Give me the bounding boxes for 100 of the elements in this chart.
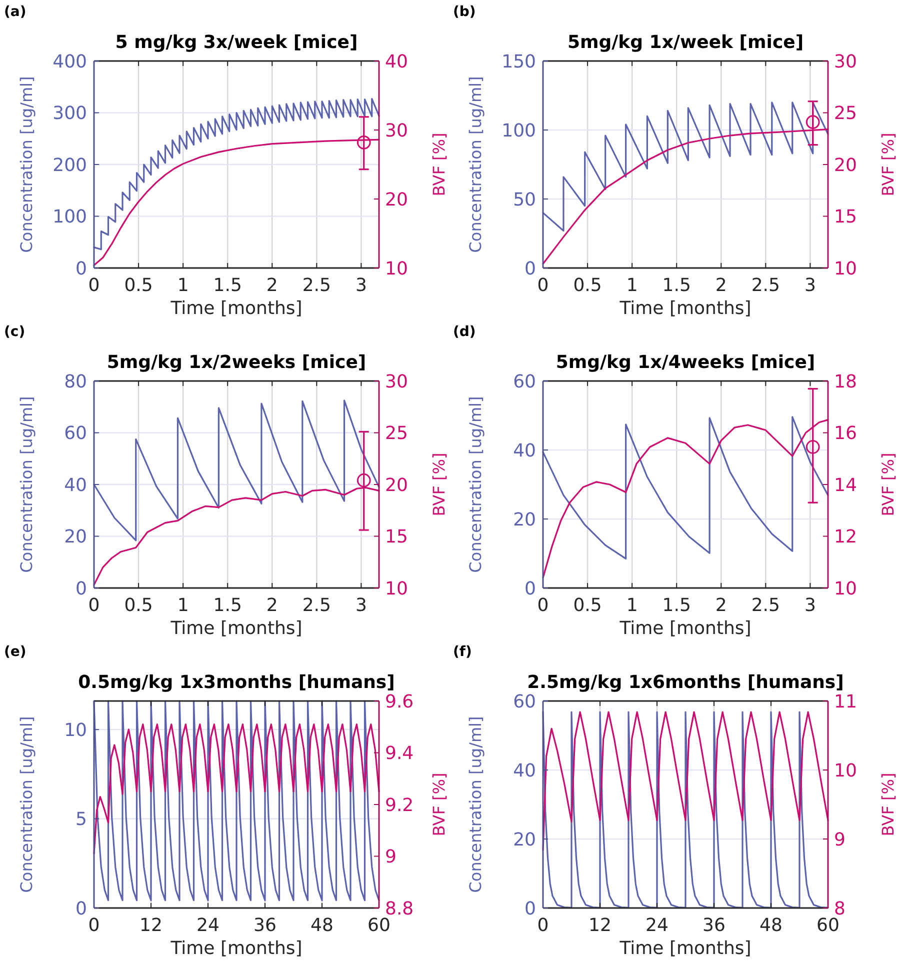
y2-tick-label: 20 xyxy=(834,154,857,176)
y2-tick-label: 10 xyxy=(385,258,408,280)
x-tick-label: 1.5 xyxy=(662,275,691,296)
x-tick-label: 12 xyxy=(588,915,612,936)
y2-tick-label: 11 xyxy=(834,691,857,712)
y-tick-label: 20 xyxy=(513,509,536,530)
y-tick-label: 10 xyxy=(64,720,87,741)
x-tick-label: 2.5 xyxy=(751,595,780,616)
chart-title: 2.5mg/kg 1x6months [humans] xyxy=(527,672,844,693)
y2-axis-title: BVF [%] xyxy=(878,132,898,196)
y-tick-label: 0 xyxy=(76,258,87,280)
y2-tick-label: 9.4 xyxy=(385,743,414,764)
x-tick-label: 3 xyxy=(355,275,367,296)
y2-tick-label: 15 xyxy=(834,206,857,228)
x-tick-label: 1 xyxy=(626,275,638,296)
x-tick-label: 2 xyxy=(266,595,278,616)
x-tick-label: 3 xyxy=(804,275,816,296)
x-tick-label: 3 xyxy=(355,595,367,616)
y-tick-label: 5 xyxy=(76,809,87,830)
y2-axis-title: BVF [%] xyxy=(430,452,449,516)
x-tick-label: 0.5 xyxy=(124,595,153,616)
chart-title: 5mg/kg 1x/4weeks [mice] xyxy=(556,352,816,373)
y-tick-label: 60 xyxy=(513,691,536,712)
text: (e) xyxy=(4,644,26,660)
y2-tick-label: 25 xyxy=(385,423,408,444)
y-tick-label: 20 xyxy=(64,526,87,548)
x-axis-title: Time [months] xyxy=(618,298,752,319)
x-tick-label: 1.5 xyxy=(213,595,242,616)
x-tick-label: 0.5 xyxy=(573,595,602,616)
x-tick-label: 24 xyxy=(646,915,668,936)
y-tick-label: 0 xyxy=(524,258,536,280)
y-tick-label: 400 xyxy=(52,51,87,72)
y-tick-label: 100 xyxy=(502,120,536,142)
y2-tick-label: 30 xyxy=(385,120,408,142)
y-tick-label: 40 xyxy=(64,474,87,496)
line-series xyxy=(93,700,380,902)
x-tick-label: 0.5 xyxy=(573,275,602,296)
x-tick-label: 48 xyxy=(760,915,782,936)
y-tick-label: 0 xyxy=(524,578,536,600)
x-tick-label: 12 xyxy=(140,915,162,936)
y2-axis-title: BVF [%] xyxy=(430,772,449,836)
y2-tick-label: 25 xyxy=(834,103,857,124)
y-axis-title: Concentration [ug/ml] xyxy=(466,716,485,893)
line-series xyxy=(542,711,829,908)
y-tick-label: 40 xyxy=(513,760,536,782)
line-series xyxy=(542,102,829,232)
x-tick-label: 1 xyxy=(177,275,189,296)
y2-tick-label: 20 xyxy=(385,189,408,210)
x-axis-title: Time [months] xyxy=(170,298,302,319)
x-tick-label: 2.5 xyxy=(302,275,331,296)
x-tick-label: 0.5 xyxy=(124,275,153,296)
y-tick-label: 0 xyxy=(524,898,536,920)
x-tick-label: 36 xyxy=(702,915,726,936)
y-tick-label: 0 xyxy=(76,898,87,920)
x-tick-label: 1 xyxy=(626,595,638,616)
y-tick-label: 80 xyxy=(64,371,87,392)
text: (b) xyxy=(453,4,476,20)
y2-tick-label: 30 xyxy=(385,371,408,392)
x-axis-title: Time [months] xyxy=(618,938,752,959)
chart-title: 5 mg/kg 3x/week [mice] xyxy=(115,32,358,53)
y2-tick-label: 30 xyxy=(834,51,857,72)
x-tick-label: 2.5 xyxy=(302,595,331,616)
x-tick-label: 3 xyxy=(804,595,816,616)
line-series xyxy=(93,98,380,250)
x-tick-label: 60 xyxy=(368,915,390,936)
y2-tick-label: 10 xyxy=(834,258,857,280)
y2-tick-label: 15 xyxy=(385,526,408,548)
y-tick-label: 50 xyxy=(513,189,536,210)
y-tick-label: 200 xyxy=(52,154,87,176)
line-series xyxy=(542,711,829,851)
y-axis-title: Concentration [ug/ml] xyxy=(17,716,36,893)
x-tick-label: 60 xyxy=(816,915,840,936)
y-tick-label: 60 xyxy=(513,371,536,392)
y2-axis-title: BVF [%] xyxy=(878,772,898,836)
y2-tick-label: 14 xyxy=(834,474,857,496)
y-tick-label: 40 xyxy=(513,440,536,462)
x-tick-label: 1 xyxy=(177,595,189,616)
x-axis-title: Time [months] xyxy=(170,618,302,639)
y-tick-label: 150 xyxy=(502,51,536,72)
y2-tick-label: 20 xyxy=(385,474,408,496)
x-tick-label: 2 xyxy=(266,275,278,296)
x-tick-label: 1.5 xyxy=(662,595,691,616)
y2-tick-label: 18 xyxy=(834,371,857,392)
y-tick-label: 100 xyxy=(52,206,87,228)
x-tick-label: 2 xyxy=(715,275,727,296)
text: (d) xyxy=(453,324,476,340)
chart-title: 5mg/kg 1x/week [mice] xyxy=(567,32,804,53)
y-axis-title: Concentration [ug/ml] xyxy=(17,76,36,253)
y-axis-title: Concentration [ug/ml] xyxy=(466,76,485,253)
x-tick-label: 48 xyxy=(310,915,334,936)
y2-tick-label: 40 xyxy=(385,51,408,72)
chart-title: 0.5mg/kg 1x3months [humans] xyxy=(78,672,395,693)
y-axis-title: Concentration [ug/ml] xyxy=(17,396,36,573)
y2-tick-label: 9.2 xyxy=(385,794,414,816)
y2-axis-title: BVF [%] xyxy=(878,452,898,516)
x-tick-label: 24 xyxy=(196,915,220,936)
y-tick-label: 300 xyxy=(52,103,87,124)
y2-tick-label: 10 xyxy=(385,578,408,600)
x-tick-label: 2.5 xyxy=(751,275,780,296)
line-series xyxy=(93,723,380,854)
